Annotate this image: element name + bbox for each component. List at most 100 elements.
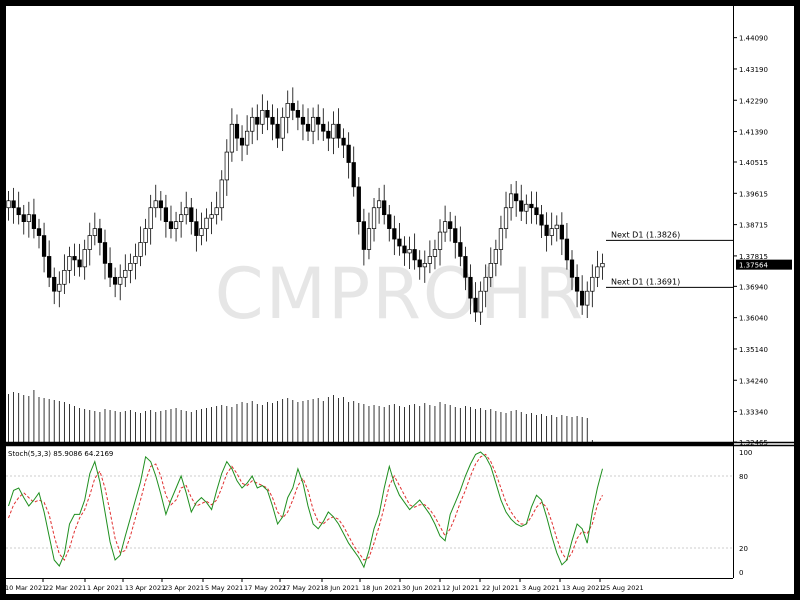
candle — [36, 218, 42, 249]
stochastic-d-line — [8, 453, 603, 561]
candle — [128, 253, 133, 284]
candle — [260, 94, 265, 134]
candle — [336, 108, 341, 148]
candle — [118, 264, 123, 301]
candle — [544, 212, 549, 252]
candle — [473, 282, 478, 322]
candle — [448, 211, 453, 242]
candle — [580, 275, 585, 315]
candle — [280, 107, 285, 152]
candle — [62, 254, 67, 294]
price-tick-label: 1.37815 — [739, 253, 768, 261]
candle — [153, 184, 158, 218]
stochastic-label: Stoch(5,3,3) 85.9086 64.2169 — [8, 450, 113, 458]
candle — [310, 107, 316, 145]
candle — [483, 264, 488, 308]
time-tick-label: 8 Jun 2021 — [324, 584, 359, 592]
candle — [300, 104, 306, 141]
price-tick-label: 1.32465 — [739, 439, 768, 447]
candle — [163, 194, 169, 238]
candle — [590, 264, 595, 308]
candle — [67, 246, 72, 284]
price-tick-label: 1.42290 — [739, 97, 768, 105]
candle — [514, 180, 519, 217]
candle — [26, 201, 31, 238]
candle — [275, 108, 280, 148]
time-tick-label: 5 May 2021 — [205, 584, 243, 592]
candle — [229, 108, 235, 162]
candlestick-series — [6, 87, 605, 325]
time-tick-label: 1 Apr 2021 — [87, 584, 123, 592]
candle — [168, 205, 174, 239]
candle — [244, 115, 250, 155]
candle — [143, 218, 148, 256]
stochastic-plot-area[interactable] — [6, 446, 733, 578]
candle — [407, 236, 412, 269]
candle — [392, 215, 397, 256]
candle — [361, 208, 367, 266]
level-label: Next D1 (1.3826) — [611, 230, 680, 239]
candle — [508, 184, 514, 221]
price-tick-label: 1.41390 — [739, 129, 768, 137]
current-price-marker: 1.37564 — [736, 259, 792, 270]
candle — [285, 90, 290, 134]
candle — [305, 108, 311, 141]
stochastic-axis-ticks: 100 80 20 0 — [739, 449, 752, 577]
candle — [326, 121, 331, 152]
candle — [72, 243, 77, 276]
candle — [376, 187, 382, 224]
candle — [341, 128, 346, 158]
candle — [432, 239, 438, 270]
candle — [11, 187, 16, 224]
stochastic-tick-label: 0 — [739, 569, 743, 577]
price-tick-label: 1.33340 — [739, 409, 768, 417]
candle — [346, 132, 351, 179]
candle — [199, 212, 204, 246]
candle — [539, 204, 544, 238]
price-scale[interactable] — [733, 6, 794, 578]
stochastic-k-line — [8, 451, 603, 569]
candle — [463, 246, 468, 291]
price-tick-label: 1.36940 — [739, 283, 768, 291]
time-tick-label: 3 Aug 2021 — [522, 584, 560, 592]
price-tick-label: 1.36040 — [739, 315, 768, 323]
candle — [16, 191, 21, 225]
candle — [290, 87, 295, 121]
candle — [52, 267, 57, 305]
candle — [503, 191, 509, 239]
candle — [549, 212, 554, 246]
time-tick-label: 22 Mar 2021 — [45, 584, 86, 592]
candle — [422, 250, 427, 283]
volume-bars — [8, 390, 593, 442]
candle — [270, 104, 275, 141]
candle — [92, 212, 97, 246]
candle — [209, 201, 214, 235]
candle — [133, 243, 138, 280]
candle — [47, 240, 52, 288]
price-tick-label: 1.44090 — [739, 35, 768, 43]
current-price-box — [736, 259, 792, 270]
candle — [595, 250, 600, 288]
candle — [427, 240, 432, 274]
candle — [478, 281, 483, 325]
candle — [113, 267, 118, 298]
time-tick-label: 17 May 2021 — [244, 584, 286, 592]
candle — [402, 236, 407, 266]
candle — [442, 205, 448, 242]
time-tick-label: 23 Apr 2021 — [164, 584, 204, 592]
time-tick-label: 13 Aug 2021 — [562, 584, 604, 592]
candle — [87, 222, 92, 266]
candle — [265, 100, 270, 131]
candle — [189, 198, 194, 235]
candle — [519, 184, 524, 221]
candle — [351, 146, 356, 197]
time-tick-label: 22 Jul 2021 — [482, 584, 519, 592]
candle — [488, 247, 493, 288]
candle — [437, 219, 443, 266]
main-plot-area[interactable] — [6, 6, 733, 442]
candle — [366, 212, 372, 260]
candle — [600, 253, 605, 280]
candle — [458, 226, 463, 267]
candle — [493, 239, 498, 277]
